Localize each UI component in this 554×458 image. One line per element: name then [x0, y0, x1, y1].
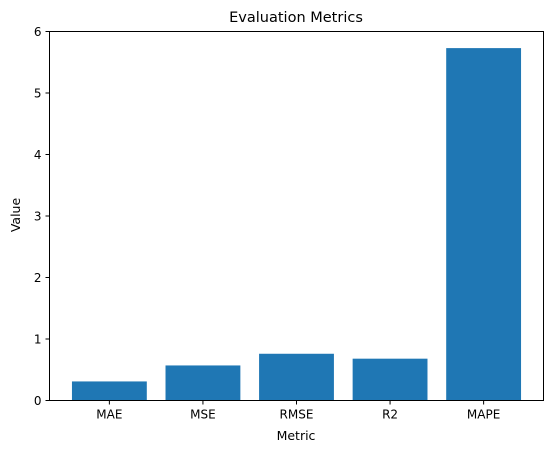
y-tick-label: 0: [34, 394, 42, 408]
plot-frame: [49, 31, 544, 401]
y-tick-label: 1: [34, 332, 42, 346]
x-axis-label: Metric: [277, 428, 316, 443]
bar-mape: [446, 48, 522, 401]
x-tick-label: MAPE: [467, 408, 500, 422]
x-tick-label: MAE: [96, 408, 122, 422]
bar-r2: [352, 358, 428, 401]
chart-title: Evaluation Metrics: [229, 10, 363, 26]
y-tick-label: 5: [34, 86, 42, 100]
x-tick-label: MSE: [190, 408, 216, 422]
y-tick-label: 2: [34, 271, 42, 285]
y-tick-label: 4: [34, 148, 42, 162]
x-tick-label: RMSE: [280, 408, 314, 422]
y-tick-label: 6: [34, 25, 42, 39]
bar-mse: [165, 365, 241, 401]
bar-mae: [71, 381, 147, 401]
y-tick-label: 3: [34, 209, 42, 223]
y-axis-label: Value: [8, 198, 23, 233]
x-axis-ticks: MAE MSE RMSE R2 MAPE: [96, 400, 500, 422]
bars-group: [71, 48, 522, 401]
y-axis-ticks: 0 1 2 3 4 5 6: [34, 25, 50, 408]
bar-rmse: [259, 353, 334, 401]
x-tick-label: R2: [382, 408, 398, 422]
